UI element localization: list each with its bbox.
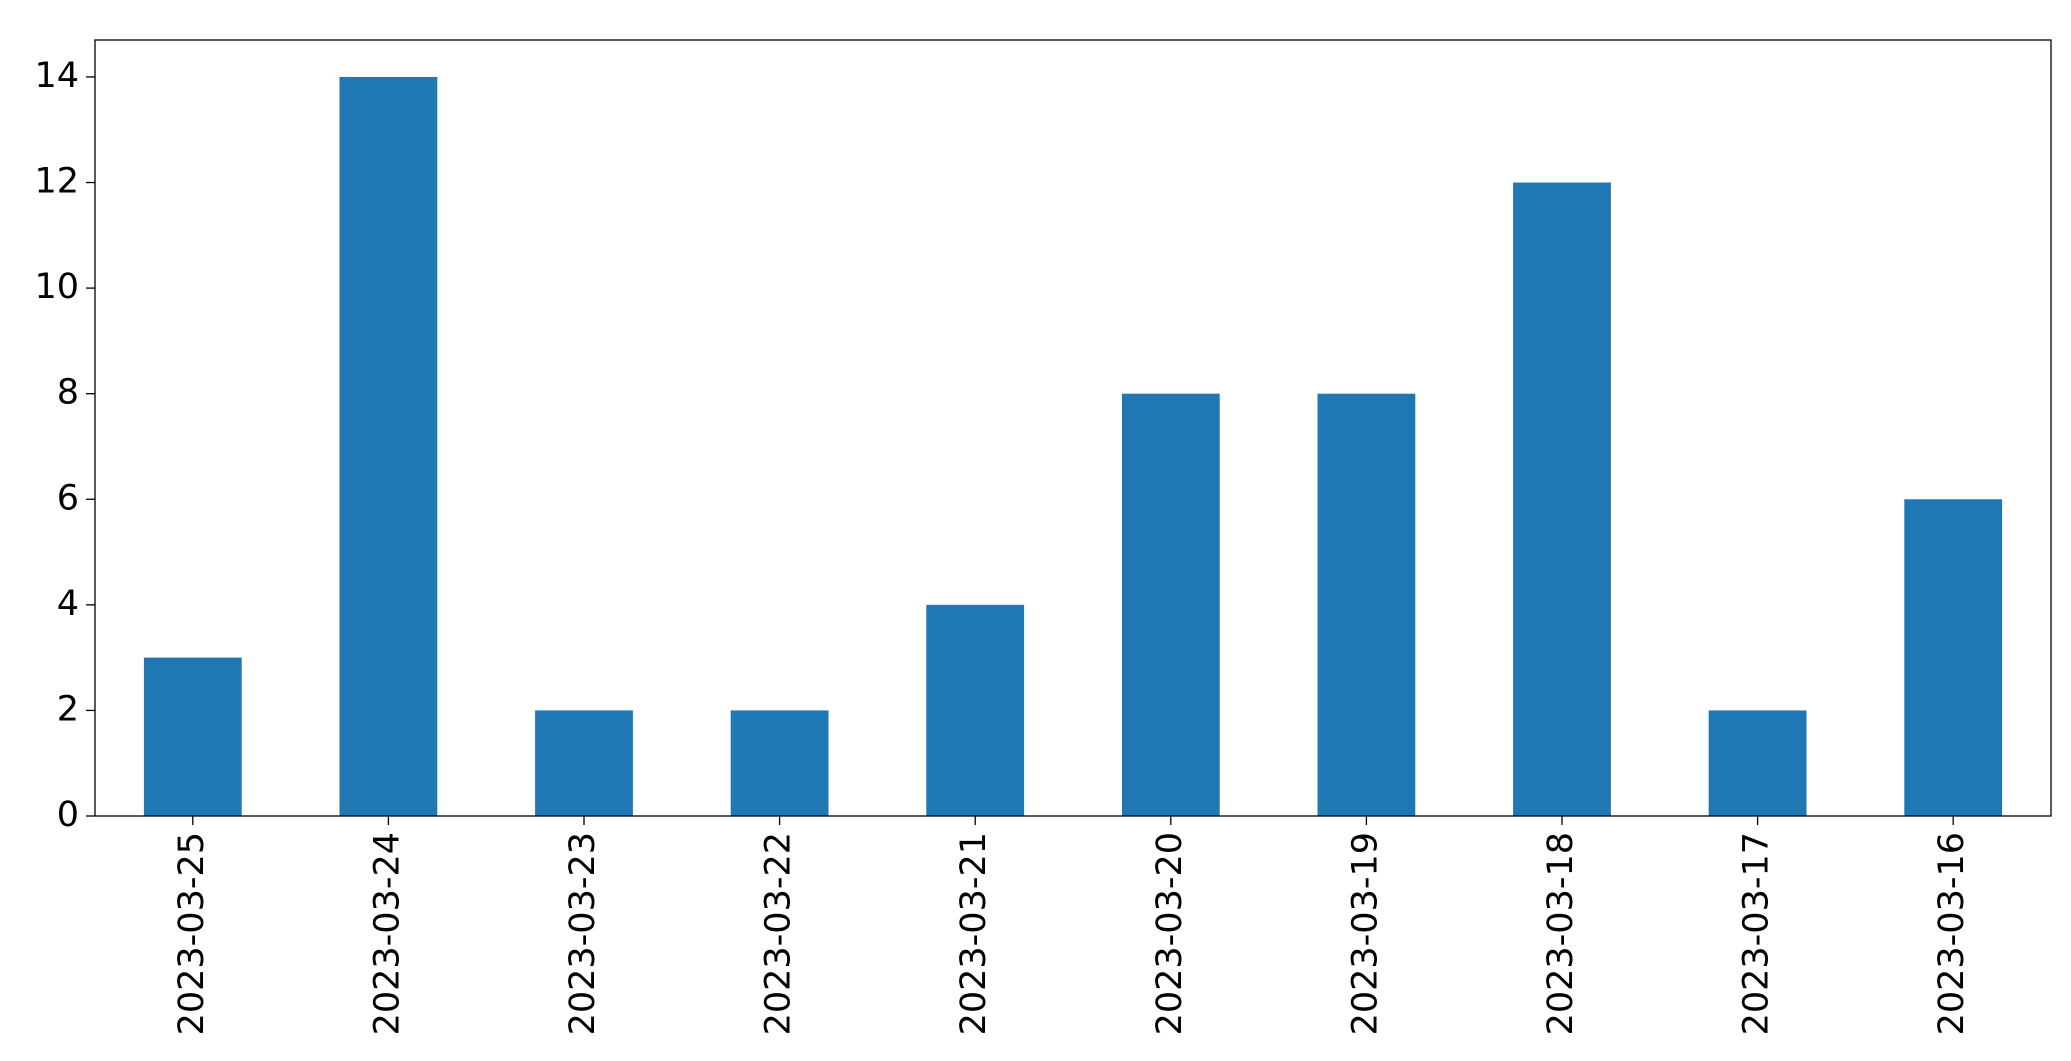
- bar: [1121, 393, 1220, 816]
- x-tick-label: 2023-03-25: [172, 832, 212, 1035]
- x-tick-label: 2023-03-24: [367, 832, 407, 1035]
- x-tick-label: 2023-03-23: [563, 832, 603, 1035]
- y-tick-label: 2: [57, 689, 79, 729]
- x-tick-label: 2023-03-18: [1541, 832, 1581, 1035]
- bar: [339, 76, 438, 816]
- axes-frame: [94, 39, 2052, 817]
- x-tick-label: 2023-03-20: [1150, 832, 1190, 1035]
- y-tick-label: 8: [57, 373, 79, 413]
- y-tick-label: 14: [34, 56, 79, 96]
- bar: [1904, 499, 2003, 816]
- bar: [1317, 393, 1416, 816]
- bar: [926, 604, 1025, 816]
- y-tick-label: 0: [57, 795, 79, 835]
- x-tick-label: 2023-03-17: [1737, 832, 1777, 1035]
- x-tick-label: 2023-03-19: [1345, 832, 1385, 1035]
- y-tick-label: 10: [34, 267, 79, 307]
- y-tick-label: 4: [57, 584, 79, 624]
- bar: [730, 710, 829, 816]
- bar: [1513, 182, 1611, 816]
- x-tick-label: 2023-03-21: [954, 832, 994, 1035]
- x-tick-label: 2023-03-22: [759, 832, 799, 1035]
- x-tick-label: 2023-03-16: [1932, 832, 1972, 1035]
- bar: [1708, 710, 1807, 816]
- bar: [143, 657, 242, 816]
- y-tick-label: 12: [34, 162, 79, 202]
- bar: [535, 710, 633, 816]
- y-tick-label: 6: [57, 478, 79, 518]
